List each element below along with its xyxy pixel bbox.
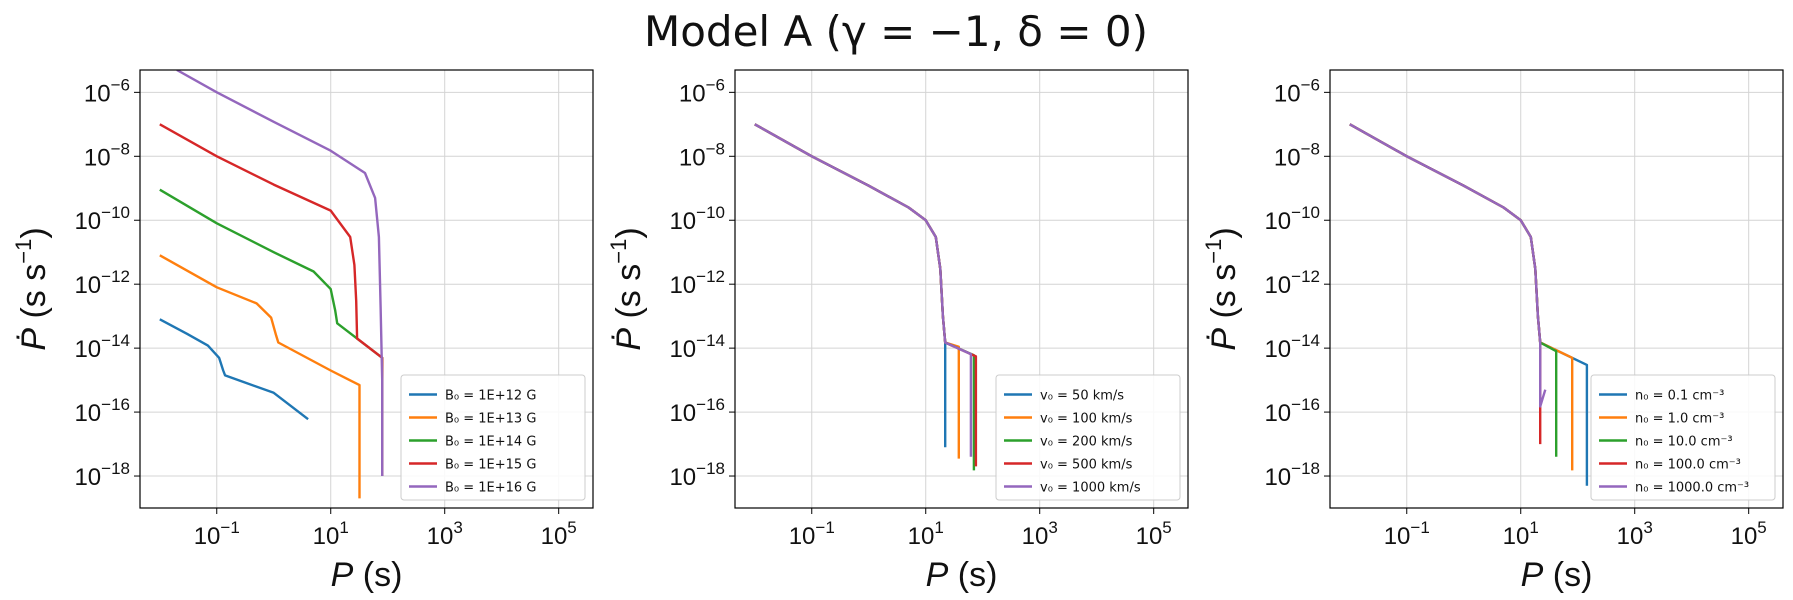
legend-label: v₀ = 1000 km/s — [1040, 481, 1141, 496]
figure-title: Model A (γ = −1, δ = 0) — [644, 7, 1148, 56]
series-line-3 — [1349, 123, 1558, 457]
x-axis-label: P (s) — [926, 556, 998, 594]
series-line-5 — [1349, 123, 1547, 408]
y-tick-label: 10−6 — [84, 75, 130, 107]
legend-label: B₀ = 1E+16 G — [445, 481, 536, 496]
legend-label: v₀ = 100 km/s — [1040, 412, 1133, 427]
legend-label: B₀ = 1E+12 G — [445, 389, 536, 404]
y-tick-label: 10−8 — [84, 139, 130, 171]
legend-box — [400, 374, 586, 501]
x-tick-label: 103 — [427, 518, 463, 550]
series-line-4 — [159, 123, 384, 476]
chart-panel-1: 10−1 101 103 105 10−18 10−16 10−14 10−12 10−10 10… — [11, 69, 594, 594]
x-tick-label: 103 — [1022, 518, 1058, 550]
chart-panel-2: 10−1 101 103 105 10−18 10−16 10−14 10−12 10−10 10… — [606, 69, 1189, 594]
y-axis-label: Ṗ (s s−1) — [1201, 227, 1243, 350]
legend-label: n₀ = 0.1 cm⁻³ — [1635, 389, 1724, 404]
legend-box — [1590, 374, 1776, 501]
y-tick-label: 10−8 — [679, 139, 725, 171]
y-tick-label: 10−10 — [74, 203, 130, 235]
x-tick-label: 101 — [313, 518, 349, 550]
series-line-3 — [159, 188, 384, 476]
plot-frame — [139, 69, 594, 509]
x-tick-label: 101 — [1503, 518, 1539, 550]
y-tick-label: 10−16 — [669, 395, 725, 427]
y-tick-label: 10−12 — [1264, 267, 1320, 299]
x-tick-label: 101 — [908, 518, 944, 550]
y-tick-label: 10−18 — [74, 459, 130, 491]
legend-label: n₀ = 1000.0 cm⁻³ — [1635, 481, 1749, 496]
legend: n₀ = 0.1 cm⁻³ n₀ = 1.0 cm⁻³ n₀ = 10.0 cm⁻³… — [1590, 374, 1776, 501]
y-tick-label: 10−14 — [1264, 331, 1320, 363]
y-tick-label: 10−14 — [74, 331, 130, 363]
plot-frame — [1329, 69, 1784, 509]
y-tick-label: 10−18 — [1264, 459, 1320, 491]
x-axis-label: P (s) — [331, 556, 403, 594]
y-tick-label: 10−16 — [1264, 395, 1320, 427]
y-tick-label: 10−10 — [669, 203, 725, 235]
series-line-2 — [754, 123, 960, 459]
legend-label: n₀ = 1.0 cm⁻³ — [1635, 412, 1724, 427]
y-axis-label: Ṗ (s s−1) — [11, 227, 53, 350]
x-tick-label: 103 — [1617, 518, 1653, 550]
series-line-5 — [754, 123, 973, 457]
x-tick-label: 105 — [541, 518, 577, 550]
series-line-1 — [159, 318, 309, 421]
legend-label: B₀ = 1E+13 G — [445, 412, 536, 427]
series-line-1 — [1349, 123, 1589, 486]
legend-label: B₀ = 1E+15 G — [445, 458, 536, 473]
y-axis-label: Ṗ (s s−1) — [606, 227, 648, 350]
y-tick-label: 10−8 — [1274, 139, 1320, 171]
legend-box — [995, 374, 1181, 501]
x-tick-label: 10−1 — [789, 518, 835, 550]
series-line-5 — [176, 70, 384, 476]
legend-label: v₀ = 50 km/s — [1040, 389, 1124, 404]
y-tick-label: 10−12 — [669, 267, 725, 299]
series-line-2 — [1349, 123, 1574, 471]
y-tick-label: 10−18 — [669, 459, 725, 491]
plot-frame — [734, 69, 1189, 509]
legend: v₀ = 50 km/s v₀ = 100 km/s v₀ = 200 km/s v₀… — [995, 374, 1181, 501]
legend-label: v₀ = 200 km/s — [1040, 435, 1133, 450]
x-tick-label: 105 — [1731, 518, 1767, 550]
y-tick-label: 10−14 — [669, 331, 725, 363]
legend-label: B₀ = 1E+14 G — [445, 435, 536, 450]
legend-label: n₀ = 10.0 cm⁻³ — [1635, 435, 1733, 450]
y-tick-label: 10−6 — [1274, 75, 1320, 107]
x-axis-label: P (s) — [1521, 556, 1593, 594]
legend-label: n₀ = 100.0 cm⁻³ — [1635, 458, 1741, 473]
x-tick-label: 10−1 — [1384, 518, 1430, 550]
y-tick-label: 10−12 — [74, 267, 130, 299]
y-tick-label: 10−10 — [1264, 203, 1320, 235]
x-tick-label: 10−1 — [194, 518, 240, 550]
series-line-1 — [754, 123, 947, 448]
x-tick-label: 105 — [1136, 518, 1172, 550]
series-line-2 — [159, 254, 361, 499]
legend-label: v₀ = 500 km/s — [1040, 458, 1133, 473]
chart-panel-3: 10−1 101 103 105 10−18 10−16 10−14 10−12 10−10 10… — [1201, 69, 1784, 594]
y-tick-label: 10−6 — [679, 75, 725, 107]
y-tick-label: 10−16 — [74, 395, 130, 427]
legend: B₀ = 1E+12 G B₀ = 1E+13 G B₀ = 1E+14 G B₀ =… — [400, 374, 586, 501]
